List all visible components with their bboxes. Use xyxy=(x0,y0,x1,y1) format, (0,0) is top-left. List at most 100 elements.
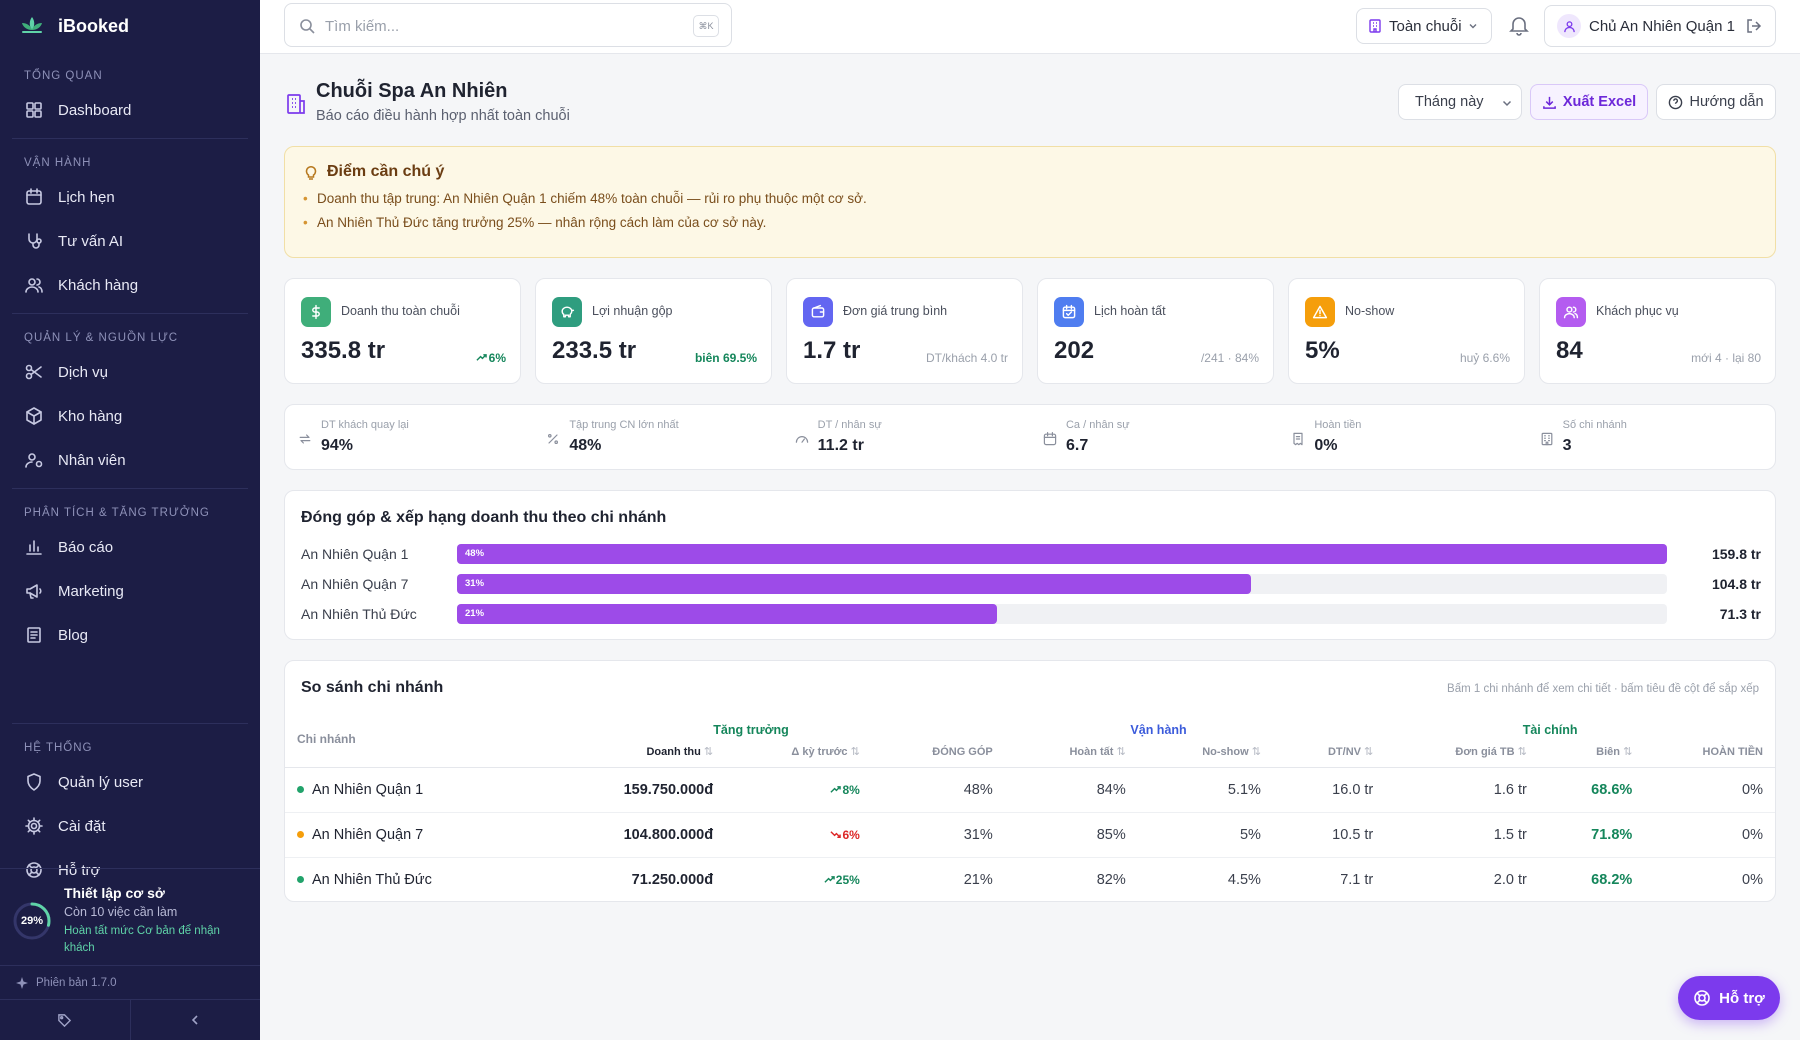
col-header[interactable]: HOÀN TIỀN xyxy=(1644,737,1775,768)
search-shortcut: ⌘K xyxy=(693,15,719,37)
sidebar-item-label: Dashboard xyxy=(58,101,132,119)
sidebar-item-megaphone[interactable]: Marketing xyxy=(0,569,260,613)
kpi-card[interactable]: Đơn giá trung bình 1.7 tr DT/khách 4.0 tr xyxy=(786,278,1023,384)
grid-icon xyxy=(26,102,42,118)
brand[interactable]: iBooked xyxy=(0,0,260,52)
kpi-card[interactable]: No-show 5% huỷ 6.6% xyxy=(1288,278,1525,384)
col-header[interactable]: DT/NV ⇅ xyxy=(1272,737,1386,768)
dtnv-cell: 16.0 tr xyxy=(1272,767,1386,813)
sidebar-item-bar-chart[interactable]: Báo cáo xyxy=(0,525,260,569)
user-menu[interactable]: Chủ An Nhiên Quận 1 xyxy=(1544,5,1776,47)
col-header[interactable]: Biên ⇅ xyxy=(1538,737,1645,768)
sidebar-item-scissors[interactable]: Dịch vụ xyxy=(0,350,260,394)
sidebar-item-newspaper[interactable]: Blog xyxy=(0,613,260,657)
sidebar-item-label: Lịch hẹn xyxy=(58,188,115,206)
contribution-bar: 31% xyxy=(457,574,1251,594)
kpi-sub: huỷ 6.6% xyxy=(1460,351,1510,365)
table-row[interactable]: An Nhiên Quận 7 104.800.000đ 6% 31% 85% 5% 10.… xyxy=(285,812,1775,858)
branch-name: An Nhiên Thủ Đức xyxy=(312,871,432,888)
sidebar-item-grid[interactable]: Dashboard xyxy=(0,88,260,132)
sidebar-item-calendar[interactable]: Lịch hẹn xyxy=(0,175,260,219)
lifebuoy-icon xyxy=(26,862,42,878)
sidebar-item-label: Kho hàng xyxy=(58,407,123,425)
sidebar-item-stethoscope[interactable]: Tư vấn AI xyxy=(0,219,260,263)
sidebar-item-shield[interactable]: Quản lý user xyxy=(0,760,260,804)
kpi-sub-text: DT/khách 4.0 tr xyxy=(925,351,1008,365)
col-header-label: Doanh thu xyxy=(646,746,701,759)
col-header-label: Hoàn tất xyxy=(1069,746,1114,759)
alert-item: An Nhiên Thủ Đức tăng trưởng 25% — nhân … xyxy=(303,215,1757,230)
avatar xyxy=(1557,14,1581,38)
col-branch[interactable]: Chi nhánh xyxy=(285,711,531,768)
kpi-card[interactable]: Doanh thu toàn chuỗi 335.8 tr 6% xyxy=(284,278,521,384)
setup-progress-card[interactable]: 29% Thiết lập cơ sở Còn 10 việc cần làm … xyxy=(0,868,260,965)
kpi-icon-badge xyxy=(1556,297,1586,327)
col-header[interactable]: ĐÓNG GÓP xyxy=(871,737,1005,768)
kpi-sub-text: mới 4 · lại 80 xyxy=(1691,351,1761,365)
kpi-sub-text: 6% xyxy=(488,351,506,365)
stats-row: DT khách quay lại 94% Tập trung CN lớn nhấ… xyxy=(284,404,1776,470)
lifebuoy-icon xyxy=(1694,990,1710,1006)
sort-icon: ⇅ xyxy=(1517,746,1527,759)
kpi-label: Lợi nhuận gộp xyxy=(592,304,673,318)
col-header[interactable]: Đơn giá TB ⇅ xyxy=(1385,737,1539,768)
sidebar-item-lifebuoy[interactable]: Hỗ trợ xyxy=(0,848,260,892)
sort-icon: ⇅ xyxy=(703,746,714,759)
gauge-icon xyxy=(795,436,808,443)
logout-icon[interactable] xyxy=(1745,17,1763,35)
contribution-row[interactable]: An Nhiên Thủ Đức 21% 71.3 tr xyxy=(301,603,1761,625)
col-header[interactable]: No-show ⇅ xyxy=(1137,737,1273,768)
wallet-icon xyxy=(811,304,825,318)
contribution-card: Đóng góp & xếp hạng doanh thu theo chi n… xyxy=(284,490,1776,640)
guide-label: Hướng dẫn xyxy=(1689,94,1764,110)
sidebar-item-package[interactable]: Kho hàng xyxy=(0,394,260,438)
growth-value: 8% xyxy=(842,782,860,797)
kpi-card[interactable]: Lợi nhuận gộp 233.5 tr biên 69.5% xyxy=(535,278,772,384)
section-divider xyxy=(12,488,248,489)
table-row[interactable]: An Nhiên Thủ Đức 71.250.000đ 25% 21% 82% 4.5%… xyxy=(285,857,1775,902)
kpi-card[interactable]: Lịch hoàn tất 202/241 · 84% xyxy=(1037,278,1274,384)
sidebar-item-gear[interactable]: Cài đặt xyxy=(0,804,260,848)
sidebar-item-users[interactable]: Khách hàng xyxy=(0,263,260,307)
users-icon xyxy=(25,278,43,293)
col-header[interactable]: Doanh thu ⇅ xyxy=(530,737,726,768)
scope-selector[interactable]: Toàn chuỗi xyxy=(1356,8,1492,44)
export-excel-button[interactable]: Xuất Excel xyxy=(1530,84,1648,120)
noshow-cell: 4.5% xyxy=(1227,871,1261,888)
tag-button[interactable] xyxy=(0,1000,131,1040)
group-ops: Vận hành xyxy=(1130,723,1187,737)
lightbulb-icon xyxy=(305,166,317,180)
support-fab[interactable]: Hỗ trợ xyxy=(1678,976,1780,1020)
kpi-card[interactable]: Khách phục vụ 84 mới 4 · lại 80 xyxy=(1539,278,1776,384)
kpi-value: 5% xyxy=(1305,337,1340,364)
stat-item: Số chi nhánh 3 xyxy=(1527,405,1775,469)
app-name: iBooked xyxy=(58,15,130,36)
sidebar-item-user-cog[interactable]: Nhân viên xyxy=(0,438,260,482)
search-box[interactable]: ⌘K xyxy=(284,3,732,47)
setup-title: Thiết lập cơ sở xyxy=(64,885,165,901)
col-header[interactable]: Hoàn tất ⇅ xyxy=(1004,737,1138,768)
branch-name: An Nhiên Thủ Đức xyxy=(301,606,417,622)
group-growth: Tăng trưởng xyxy=(713,723,789,737)
nav-section-title: QUẢN LÝ & NGUỒN LỰC xyxy=(24,332,179,344)
revenue-cell: 159.750.000đ xyxy=(530,767,726,813)
trend-down-icon xyxy=(830,830,842,838)
collapse-sidebar-button[interactable] xyxy=(131,1000,261,1040)
bell-icon[interactable] xyxy=(1508,14,1530,36)
contribution-row[interactable]: An Nhiên Quận 1 48% 159.8 tr xyxy=(301,543,1761,565)
sort-icon: ⇅ xyxy=(850,746,860,759)
group-finance: Tài chính xyxy=(1522,723,1578,737)
col-header-label: Đơn giá TB xyxy=(1455,746,1515,759)
col-header[interactable]: Δ kỳ trước ⇅ xyxy=(725,737,872,768)
contribution-row[interactable]: An Nhiên Quận 7 31% 104.8 tr xyxy=(301,573,1761,595)
status-dot xyxy=(297,875,304,883)
column-header-row: Doanh thu ⇅ Δ kỳ trước ⇅ ĐÓNG GÓP Hoàn tất … xyxy=(285,737,1775,768)
search-input[interactable] xyxy=(325,14,665,38)
kpi-icon-badge xyxy=(552,297,582,327)
sidebar-item-label: Tư vấn AI xyxy=(58,232,124,250)
table-row[interactable]: An Nhiên Quận 1 159.750.000đ 8% 48% 84% 5.1% 1… xyxy=(285,767,1775,813)
kpi-label: No-show xyxy=(1345,304,1395,318)
period-select[interactable]: Tháng này xyxy=(1398,84,1522,120)
guide-button[interactable]: Hướng dẫn xyxy=(1656,84,1776,120)
contribution-bar: 48% xyxy=(457,544,1667,564)
